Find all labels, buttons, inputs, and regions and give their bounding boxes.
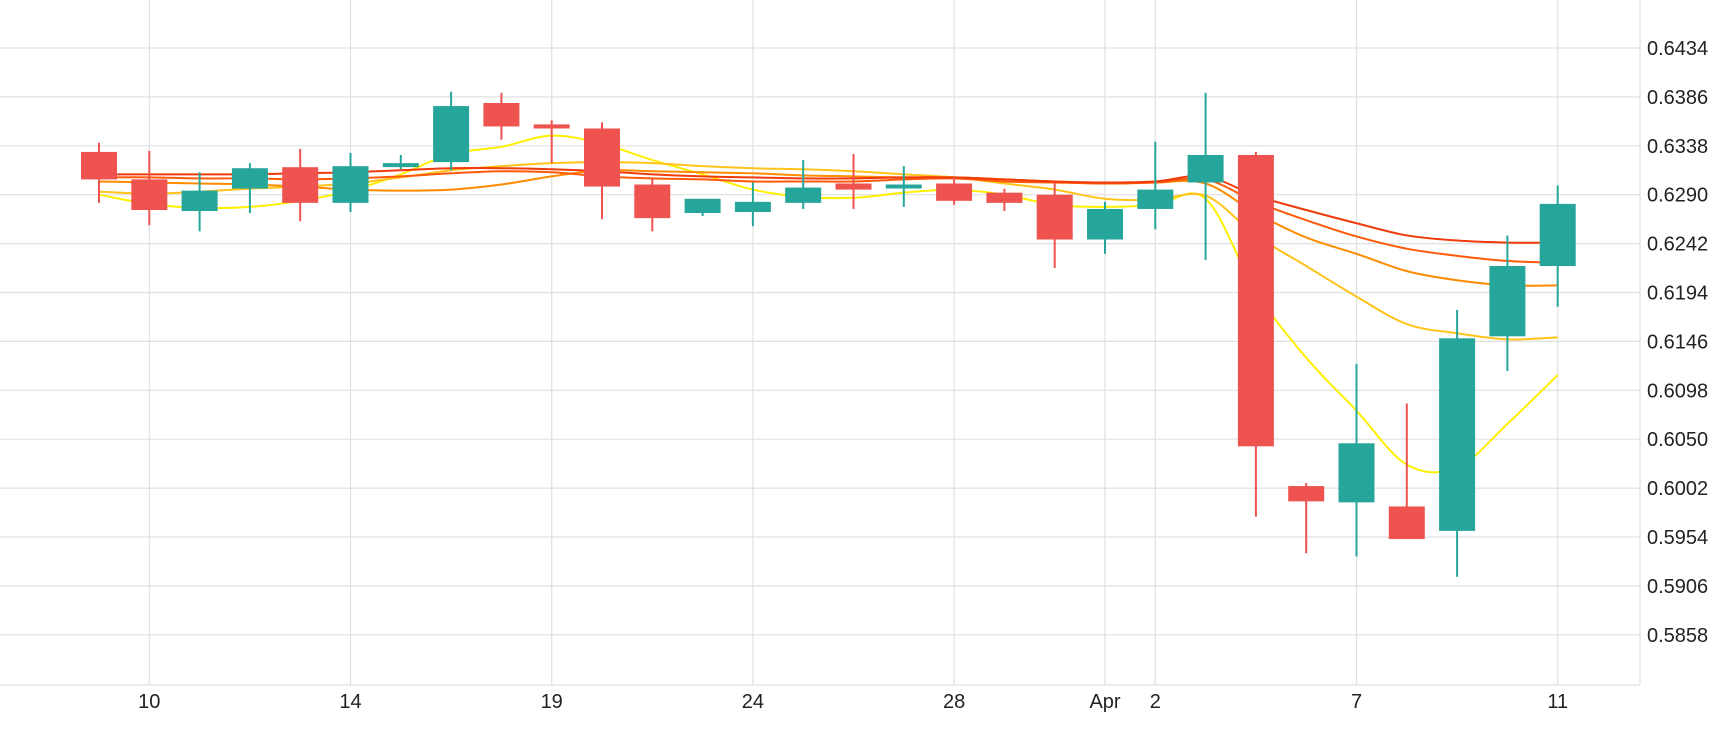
- candle-body: [634, 184, 671, 219]
- candle-up: [382, 154, 419, 170]
- y-tick-label: 0.6242: [1647, 234, 1708, 256]
- candle-up: [1338, 363, 1375, 557]
- candle-up: [433, 91, 470, 171]
- candle-up: [1539, 185, 1576, 307]
- candle-body: [835, 183, 872, 190]
- candle-body: [131, 179, 168, 210]
- y-tick-label: 0.6098: [1647, 380, 1708, 402]
- candle-down: [81, 142, 117, 203]
- candle-up: [734, 182, 771, 227]
- axis-labels: 0.6434 0.6386 0.6338 0.6290 0.6242 0.6194 0.61…: [138, 38, 1708, 713]
- candle-body: [1489, 266, 1526, 337]
- candle-down: [835, 153, 872, 209]
- y-tick-label: 0.6338: [1647, 136, 1708, 158]
- y-tick-label: 0.6146: [1647, 331, 1708, 353]
- y-tick-label: 0.5858: [1647, 625, 1708, 647]
- candle-body: [1539, 203, 1576, 267]
- candle-body: [1388, 506, 1425, 540]
- grid-lines: [0, 0, 1641, 686]
- y-tick-label: 0.5906: [1647, 576, 1708, 598]
- candle-body: [1187, 154, 1224, 183]
- candle-body: [684, 198, 721, 214]
- y-tick-label: 0.6050: [1647, 429, 1708, 451]
- candle-body: [1237, 154, 1274, 447]
- x-tick-label: 28: [943, 691, 965, 713]
- candle-body: [533, 124, 570, 129]
- candle-body: [433, 106, 470, 163]
- x-tick-label: 11: [1547, 691, 1568, 713]
- candle-body: [1036, 194, 1073, 240]
- candle-down: [1237, 151, 1274, 517]
- candle-down: [1036, 182, 1073, 269]
- candle-up: [332, 152, 369, 213]
- candle-up: [231, 163, 268, 214]
- candle-body: [81, 151, 117, 180]
- candle-up: [885, 166, 922, 207]
- candle-down: [634, 178, 671, 232]
- x-tick-label: 19: [541, 691, 563, 713]
- candle-body: [382, 163, 419, 168]
- x-tick-label: 2: [1150, 691, 1161, 713]
- candle-up: [1489, 235, 1526, 371]
- candles: [81, 91, 1576, 577]
- candle-body: [181, 190, 218, 211]
- candle-up: [785, 160, 822, 209]
- y-tick-label: 0.6386: [1647, 87, 1708, 109]
- candle-body: [986, 192, 1023, 203]
- candle-body: [1087, 208, 1123, 240]
- candle-up: [1137, 141, 1174, 230]
- x-tick-label: 24: [742, 691, 764, 713]
- candle-up: [1439, 309, 1476, 577]
- candle-body: [1338, 443, 1375, 503]
- y-tick-label: 0.6002: [1647, 478, 1708, 500]
- candle-body: [231, 168, 268, 189]
- x-tick-label: 14: [339, 691, 361, 713]
- candle-up: [1187, 92, 1224, 260]
- candle-up: [181, 172, 218, 232]
- candle-body: [885, 184, 922, 189]
- candle-body: [1439, 338, 1476, 531]
- candle-up: [684, 198, 721, 217]
- y-tick-label: 0.6434: [1647, 38, 1708, 60]
- candle-down: [533, 120, 570, 164]
- candle-body: [584, 128, 620, 187]
- candle-down: [131, 150, 168, 226]
- candle-body: [1288, 486, 1325, 502]
- candle-down: [936, 177, 973, 205]
- candle-up: [1087, 201, 1123, 254]
- candle-body: [785, 187, 822, 203]
- x-tick-label: 10: [138, 691, 160, 713]
- x-tick-label: 7: [1351, 691, 1362, 713]
- candle-down: [282, 148, 319, 222]
- candle-down: [986, 188, 1023, 211]
- y-tick-label: 0.6290: [1647, 185, 1708, 207]
- candle-body: [734, 201, 771, 213]
- candle-down: [483, 92, 520, 140]
- candle-body: [282, 167, 319, 203]
- candle-down: [1288, 483, 1325, 554]
- candle-body: [936, 183, 973, 201]
- candle-down: [584, 122, 620, 220]
- y-tick-label: 0.5954: [1647, 527, 1708, 549]
- candle-down: [1388, 403, 1425, 540]
- candle-body: [483, 103, 520, 127]
- y-tick-label: 0.6194: [1647, 283, 1708, 305]
- candle-body: [1137, 189, 1174, 209]
- candle-body: [332, 166, 369, 203]
- x-tick-label: Apr: [1089, 691, 1120, 713]
